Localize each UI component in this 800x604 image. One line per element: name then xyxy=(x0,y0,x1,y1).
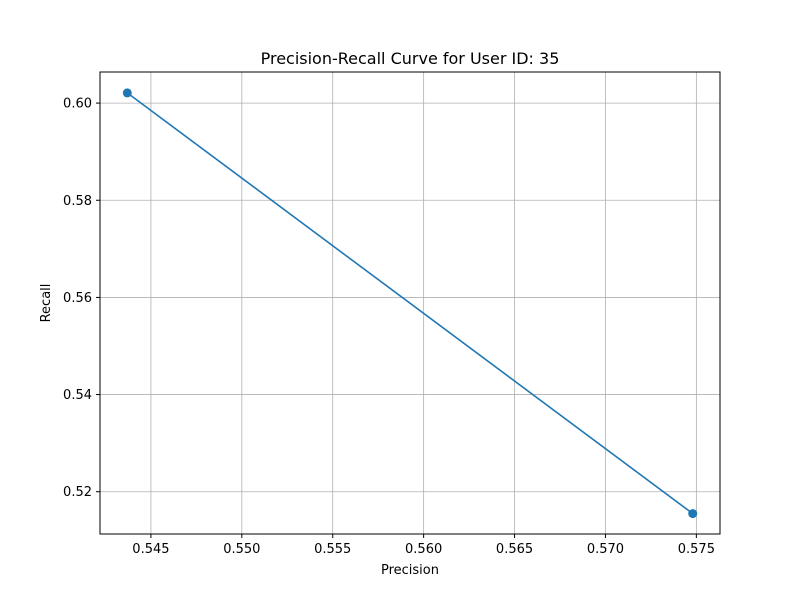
chart-title: Precision-Recall Curve for User ID: 35 xyxy=(261,49,560,68)
y-axis-label: Recall xyxy=(39,284,54,323)
y-tick-label: 0.52 xyxy=(63,485,92,500)
x-tick-label: 0.575 xyxy=(678,542,715,557)
x-tick-label: 0.555 xyxy=(314,542,351,557)
x-tick-label: 0.550 xyxy=(223,542,260,557)
series-line xyxy=(126,92,694,515)
x-tick-label: 0.565 xyxy=(496,542,533,557)
grid-lines xyxy=(100,72,720,534)
y-axis-ticks: 0.52 0.54 0.56 0.58 0.60 xyxy=(63,97,100,500)
data-point xyxy=(122,88,132,98)
data-point xyxy=(688,509,698,519)
x-tick-label: 0.545 xyxy=(132,542,169,557)
plot-frame xyxy=(99,71,721,535)
y-tick-label: 0.60 xyxy=(63,97,92,112)
y-tick-label: 0.54 xyxy=(63,388,92,403)
x-tick-label: 0.570 xyxy=(587,542,624,557)
y-tick-label: 0.56 xyxy=(63,291,92,306)
y-tick-label: 0.58 xyxy=(63,194,92,209)
x-axis-label: Precision xyxy=(381,563,439,578)
x-tick-label: 0.560 xyxy=(405,542,442,557)
series-layer xyxy=(122,88,698,519)
x-axis-ticks: 0.545 0.550 0.555 0.560 0.565 0.570 0.575 xyxy=(132,534,715,557)
